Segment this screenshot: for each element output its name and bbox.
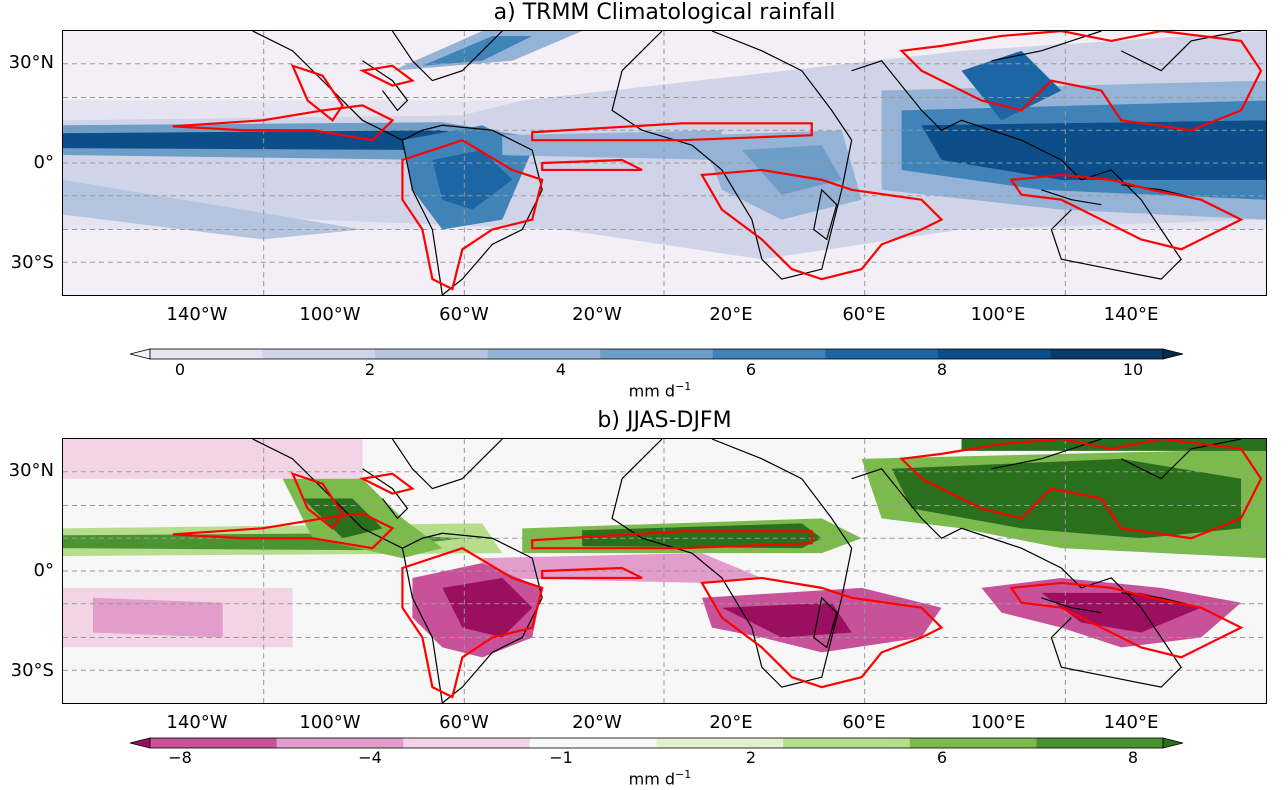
colorbar-a-swatch xyxy=(600,349,714,359)
cbar-b-tick-0: −8 xyxy=(168,748,192,767)
rainfall-climatology-map xyxy=(63,31,1266,295)
cbar-b-tick-1: −4 xyxy=(358,748,382,767)
colorbar-a-swatch xyxy=(487,349,601,359)
lon-label-140w: 140°W xyxy=(166,712,228,733)
colorbar-b-swatch xyxy=(276,738,404,748)
lon-label-20e: 20°E xyxy=(709,304,753,325)
panel-b-title: b) JJAS-DJFM xyxy=(597,408,732,433)
panel-b-colorbar-unit: mm d−1 xyxy=(600,768,720,788)
lon-label-140w: 140°W xyxy=(166,304,228,325)
cbar-b-tick-5: 8 xyxy=(1127,748,1139,767)
colorbar-a-outline xyxy=(149,348,1164,360)
lon-label-100e: 100°E xyxy=(970,712,1026,733)
colorbar-a-swatch xyxy=(712,349,826,359)
colorbar-a-swatch xyxy=(937,349,1051,359)
colorbar-a-swatch xyxy=(150,349,264,359)
panel-a-colorbar xyxy=(129,344,1184,360)
colorbar-b-swatch xyxy=(909,738,1037,748)
cbar-a-tick-1: 2 xyxy=(364,360,376,379)
colorbar-b-swatch xyxy=(150,738,278,748)
colorbar-a-extend-max xyxy=(1162,348,1184,360)
lat-label-0: 0° xyxy=(33,152,54,173)
cbar-b-tick-3: 2 xyxy=(745,748,757,767)
colorbar-b-extend-max xyxy=(1162,737,1184,749)
lon-label-20w: 20°W xyxy=(572,304,622,325)
lon-label-60e: 60°E xyxy=(842,304,886,325)
unit-exp: −1 xyxy=(675,768,692,781)
cbar-b-tick-4: 6 xyxy=(936,748,948,767)
colorbar-b-outline xyxy=(149,737,1164,749)
colorbar-b-extend-min xyxy=(129,737,151,749)
lon-label-100w: 100°W xyxy=(299,712,361,733)
panel-b-colorbar xyxy=(129,733,1184,749)
cbar-a-tick-4: 8 xyxy=(936,360,948,379)
cbar-b-tick-2: −1 xyxy=(549,748,573,767)
lon-label-60e: 60°E xyxy=(842,712,886,733)
lat-label-30s: 30°S xyxy=(10,660,54,681)
panel-a-colorbar-unit: mm d−1 xyxy=(600,380,720,400)
lon-label-20w: 20°W xyxy=(572,712,622,733)
lat-label-0: 0° xyxy=(33,560,54,581)
colorbar-a-swatch xyxy=(262,349,376,359)
colorbar-a-swatch xyxy=(1050,349,1164,359)
colorbar-a-extend-min xyxy=(129,348,151,360)
colorbar-b-swatch xyxy=(529,738,657,748)
lon-label-20e: 20°E xyxy=(709,712,753,733)
lon-label-60w: 60°W xyxy=(439,304,489,325)
unit-exp: −1 xyxy=(675,380,692,393)
panel-a-title: a) TRMM Climatological rainfall xyxy=(493,0,836,25)
colorbar-b-swatch xyxy=(783,738,911,748)
colorbar-b-swatch xyxy=(1036,738,1164,748)
lon-label-140e: 140°E xyxy=(1103,304,1159,325)
lon-label-140e: 140°E xyxy=(1103,712,1159,733)
colorbar-b-swatches xyxy=(129,737,1184,749)
panel-b-map xyxy=(62,438,1267,704)
lat-label-30n: 30°N xyxy=(8,52,54,73)
lon-label-60w: 60°W xyxy=(439,712,489,733)
lat-label-30s: 30°S xyxy=(10,252,54,273)
unit-base: mm d xyxy=(628,769,676,789)
seasonal-difference-map xyxy=(63,439,1266,703)
cbar-a-tick-2: 4 xyxy=(555,360,567,379)
cbar-a-tick-3: 6 xyxy=(745,360,757,379)
lat-label-30n: 30°N xyxy=(8,460,54,481)
colorbar-b-swatch xyxy=(403,738,531,748)
colorbar-b-swatch xyxy=(656,738,784,748)
lon-label-100e: 100°E xyxy=(970,304,1026,325)
colorbar-a-swatches xyxy=(129,348,1184,360)
panel-a-map xyxy=(62,30,1267,296)
cbar-a-tick-0: 0 xyxy=(174,360,186,379)
unit-base: mm d xyxy=(628,381,676,401)
colorbar-a-swatch xyxy=(375,349,489,359)
lon-label-100w: 100°W xyxy=(299,304,361,325)
colorbar-a-swatch xyxy=(825,349,939,359)
cbar-a-tick-5: 10 xyxy=(1122,360,1144,379)
